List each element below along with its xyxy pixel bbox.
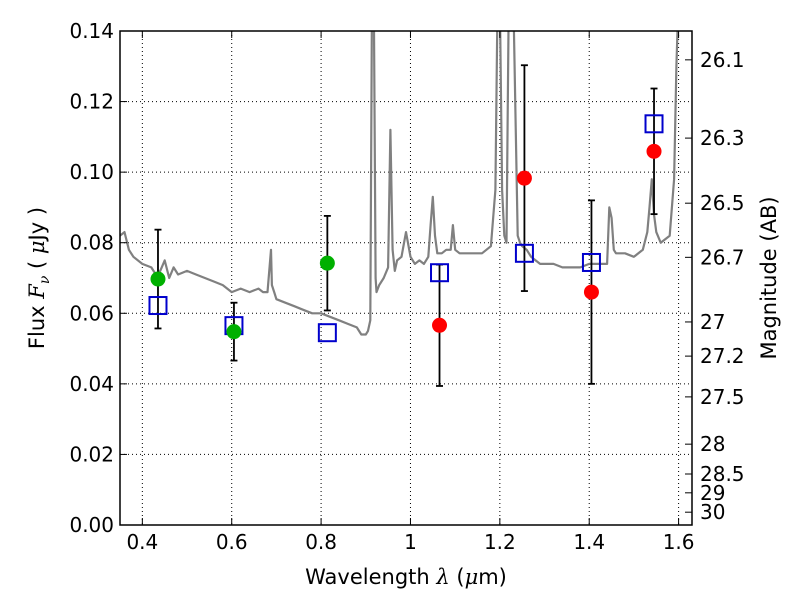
grid <box>120 31 692 525</box>
x-tick-label: 0.4 <box>126 530 158 554</box>
model-flux-square <box>644 114 664 134</box>
magnitude-tick-label: 26.7 <box>700 245 745 269</box>
magnitude-tick-label: 28.5 <box>700 462 745 486</box>
y-tick-label: 0.00 <box>69 513 114 537</box>
model-flux-square <box>581 252 601 272</box>
y-tick-label: 0.04 <box>69 372 114 396</box>
magnitude-tick-label: 27.2 <box>700 344 745 368</box>
y-tick-label: 0.14 <box>69 19 114 43</box>
y-tick-label: 0.02 <box>69 442 114 466</box>
green-data-point <box>226 324 242 340</box>
y-tick-label: 0.10 <box>69 160 114 184</box>
model-flux-square <box>430 263 450 283</box>
plot-area <box>120 31 679 387</box>
axis-tick-labels: 0.4 0.6 0.8 1 1.2 1.4 1.6 0.00 0.02 0.04 0.06 0.08 0… <box>69 19 744 554</box>
model-flux-square <box>514 243 534 263</box>
magnitude-tick-label: 27.5 <box>700 385 745 409</box>
magnitude-tick-label: 30 <box>700 500 725 524</box>
magnitude-tick-label: 26.1 <box>700 48 745 72</box>
plot-frame <box>119 30 693 526</box>
x-tick-label: 1.4 <box>573 530 605 554</box>
magnitude-tick-label: 27 <box>700 310 725 334</box>
y-axis-label: Flux Fν ( μJy ) <box>25 207 53 349</box>
red-data-point <box>583 284 599 300</box>
x-tick-label: 0.6 <box>216 530 248 554</box>
x-tick-label: 1 <box>404 530 417 554</box>
y-tick-label: 0.08 <box>69 231 114 255</box>
x-axis-label: Wavelength λ (μm) <box>305 565 507 589</box>
magnitude-tick-label: 26.3 <box>700 126 745 150</box>
x-tick-label: 1.2 <box>484 530 516 554</box>
magnitude-axis-label: Magnitude (AB) <box>757 196 781 359</box>
model-spectrum-line <box>120 31 679 336</box>
magnitude-tick-label: 29 <box>700 481 725 505</box>
green-data-point <box>150 271 166 287</box>
axis-ticks <box>120 30 692 526</box>
red-data-point <box>646 143 662 159</box>
model-flux-square <box>148 296 168 316</box>
y-tick-label: 0.12 <box>69 90 114 114</box>
magnitude-tick-label: 26.5 <box>700 191 745 215</box>
green-data-point <box>319 255 335 271</box>
magnitude-tick-label: 28 <box>700 432 725 456</box>
x-tick-label: 0.8 <box>305 530 337 554</box>
red-data-point <box>432 317 448 333</box>
red-data-point <box>516 170 532 186</box>
model-flux-square <box>317 323 337 343</box>
y-tick-label: 0.06 <box>69 301 114 325</box>
x-tick-label: 1.6 <box>663 530 695 554</box>
